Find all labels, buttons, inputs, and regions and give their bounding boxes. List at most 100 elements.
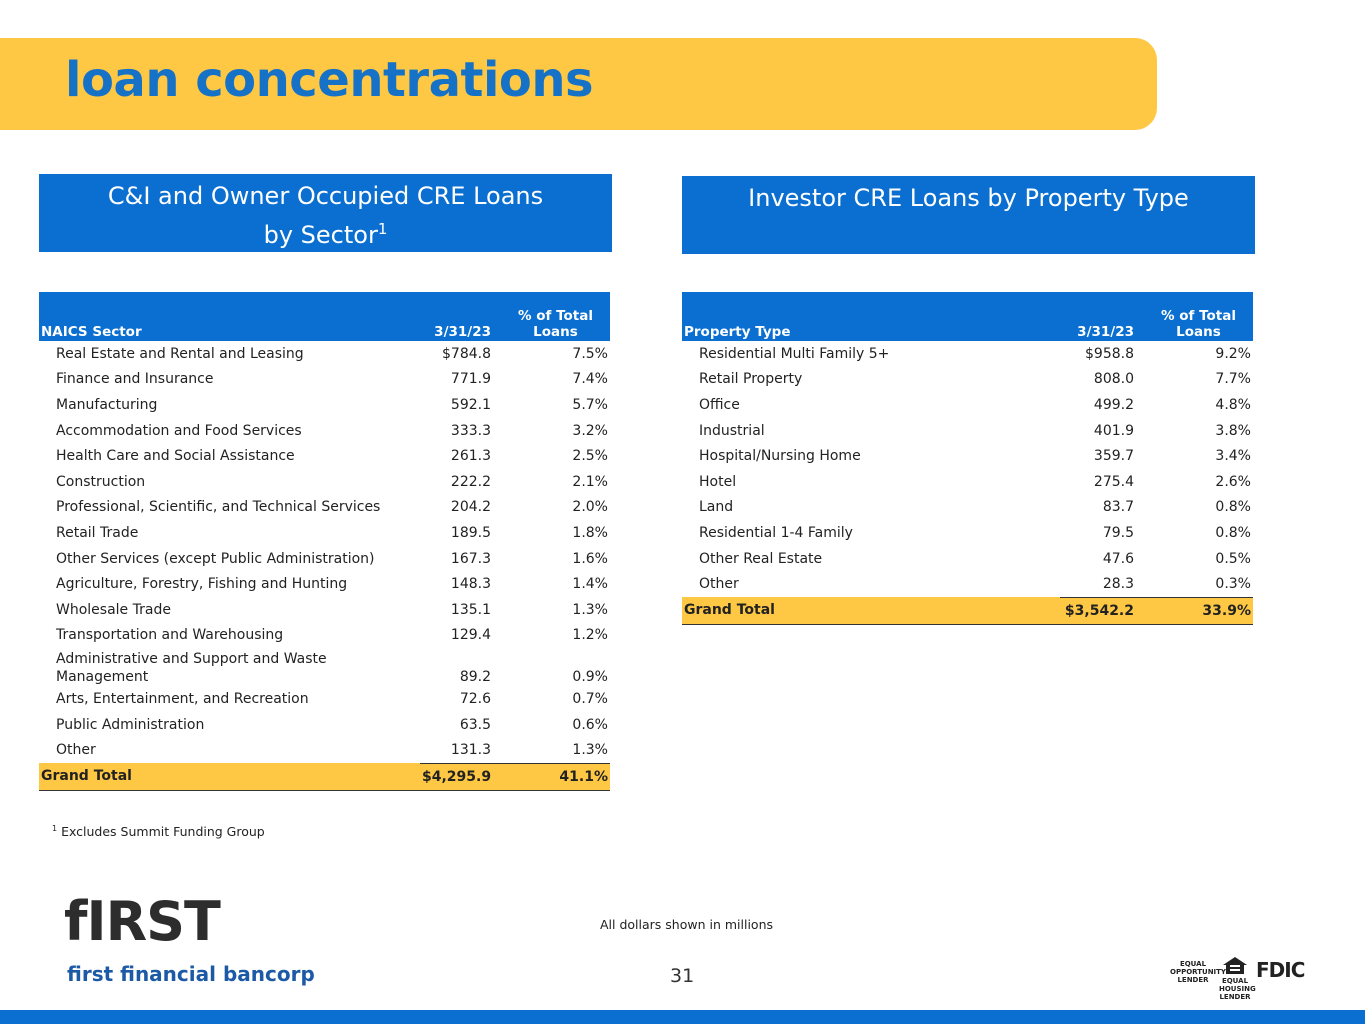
cell: 1.3% [572, 742, 608, 759]
column-header: % of Total Loans [1136, 292, 1253, 341]
cell: $958.8 [1085, 345, 1134, 362]
cell: 148.3 [450, 576, 491, 593]
cell: 3.4% [1215, 448, 1251, 465]
cell: 0.7% [572, 690, 608, 707]
column-header: 3/31/23 [420, 292, 493, 341]
cell: 2.6% [1215, 473, 1251, 490]
cell: 499.2 [1093, 396, 1134, 413]
house-icon [1223, 957, 1247, 974]
cell: 0.6% [572, 716, 608, 733]
cell: 79.5 [1102, 524, 1134, 541]
badge: EQUAL HOUSING LENDER [1219, 955, 1256, 1001]
cell: 1.2% [572, 627, 608, 644]
cell: Residential 1-4 Family [699, 524, 853, 541]
cell: 261.3 [450, 448, 491, 465]
cell: Construction [56, 473, 146, 490]
left-heading: C&I and Owner Occupied CRE Loans by Secto… [39, 174, 612, 252]
cell: 204.2 [450, 499, 491, 516]
total-cell: $4,295.9 [420, 762, 493, 791]
cell: 28.3 [1102, 576, 1134, 593]
cell: 1.3% [572, 601, 608, 618]
note: All dollars shown in millions [600, 917, 774, 932]
cell: 592.1 [450, 396, 491, 413]
heading-line: Investor CRE Loans by Property Type [748, 184, 1189, 212]
header-row: NAICS Sector 3/31/23% of Total Loans [39, 292, 610, 341]
badge: FDIC [1256, 958, 1305, 982]
row: Hotel 275.4 2.6% [682, 469, 1253, 495]
row: Agriculture, Forestry, Fishing and Hunti… [39, 571, 610, 597]
total-row: Grand Total $4,295.9 41.1% [39, 762, 610, 791]
cell: 167.3 [450, 550, 491, 567]
heading-line: C&I and Owner Occupied CRE Loans [107, 182, 544, 210]
row: Wholesale Trade 135.1 1.3% [39, 597, 610, 623]
cell: Residential Multi Family 5+ [699, 345, 890, 362]
row: Other Services (except Public Administra… [39, 546, 610, 572]
row: Administrative and Support and Waste Man… [39, 648, 610, 686]
cell: 1.8% [572, 524, 608, 541]
cell: Real Estate and Rental and Leasing [56, 345, 304, 362]
cell: Office [699, 396, 740, 413]
cell: Public Administration [56, 716, 205, 733]
cell: 359.7 [1093, 448, 1134, 465]
total-cell: 33.9% [1136, 596, 1253, 625]
row: Residential Multi Family 5+ $958.8 9.2% [682, 341, 1253, 367]
cell: 333.3 [450, 422, 491, 439]
header-bar [0, 38, 1157, 130]
row: Other 131.3 1.3% [39, 737, 610, 763]
cell: Retail Trade [56, 524, 139, 541]
cell: 2.1% [572, 473, 608, 490]
sector-table: NAICS Sector 3/31/23% of Total Loans Real … [39, 292, 610, 791]
cell: 7.4% [572, 371, 608, 388]
cell: Other [699, 576, 739, 593]
cell: Professional, Scientific, and Technical … [56, 499, 381, 516]
cell: Wholesale Trade [56, 601, 171, 618]
total-row: Grand Total $3,542.2 33.9% [682, 596, 1253, 625]
cell: Hospital/Nursing Home [699, 448, 861, 465]
cell: 189.5 [450, 524, 491, 541]
cell: 4.8% [1215, 396, 1251, 413]
row: Transportation and Warehousing 129.4 1.2% [39, 623, 610, 649]
column-header: % of Total Loans [493, 292, 610, 341]
column-header: Property Type [682, 292, 1060, 341]
cell: 771.9 [450, 371, 491, 388]
cell: Land [699, 499, 734, 516]
cell: 2.5% [572, 448, 608, 465]
row: Hospital/Nursing Home 359.7 3.4% [682, 443, 1253, 469]
cell: 2.0% [572, 499, 608, 516]
column-header: 3/31/23 [1060, 292, 1136, 341]
row: Professional, Scientific, and Technical … [39, 495, 610, 521]
row: Retail Trade 189.5 1.8% [39, 520, 610, 546]
cell: 7.7% [1215, 371, 1251, 388]
right-heading: Investor CRE Loans by Property Type [682, 176, 1255, 254]
badge: EQUAL OPPORTUNITY LENDER [1170, 960, 1227, 984]
cell: Hotel [699, 473, 737, 490]
heading-line: by Sector [263, 221, 378, 249]
logo-brand: fIRST [64, 890, 221, 953]
row: Retail Property 808.0 7.7% [682, 367, 1253, 393]
cell: Agriculture, Forestry, Fishing and Hunti… [56, 576, 348, 593]
row: Other 28.3 0.3% [682, 571, 1253, 597]
footer-bar [0, 1010, 1365, 1024]
cell: 47.6 [1102, 550, 1134, 567]
cell: 3.8% [1215, 422, 1251, 439]
row: Construction 222.2 2.1% [39, 469, 610, 495]
row: Public Administration 63.5 0.6% [39, 712, 610, 738]
row: Health Care and Social Assistance 261.3 2.… [39, 443, 610, 469]
cell: Industrial [699, 422, 765, 439]
cell: Administrative and Support and Waste Man… [56, 651, 327, 686]
row: Arts, Entertainment, and Recreation 72.6 0… [39, 686, 610, 712]
cell: Accommodation and Food Services [56, 422, 302, 439]
superscript: 1 [377, 220, 388, 238]
row: Other Real Estate 47.6 0.5% [682, 546, 1253, 572]
cell: 63.5 [459, 716, 491, 733]
cell: 9.2% [1215, 345, 1251, 362]
cell: 135.1 [450, 601, 491, 618]
cell: 0.9% [572, 669, 608, 686]
cell: $784.8 [442, 345, 491, 362]
column-header: NAICS Sector [39, 292, 420, 341]
row: Real Estate and Rental and Leasing $784.8… [39, 341, 610, 367]
total-cell: Grand Total [39, 763, 420, 791]
cell: 89.2 [459, 669, 491, 686]
cell: 0.5% [1215, 550, 1251, 567]
